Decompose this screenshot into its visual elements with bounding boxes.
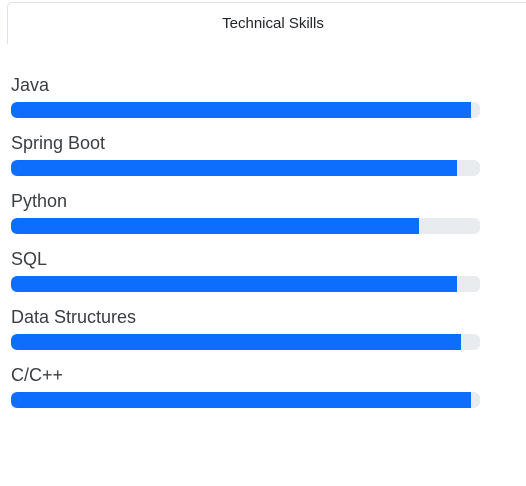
progress-fill (11, 160, 457, 176)
skill-name: Data Structures (11, 307, 137, 327)
progress-bar (11, 102, 480, 118)
progress-bar (11, 276, 480, 292)
progress-bar (11, 392, 480, 408)
skill-data-structures: Data Structures (11, 305, 480, 363)
skill-name: Spring Boot (11, 133, 106, 153)
skill-name: Java (11, 75, 50, 95)
skill-name: SQL (11, 249, 48, 269)
tab-technical-skills[interactable]: Technical Skills (7, 2, 526, 44)
progress-bar (11, 218, 480, 234)
progress-fill (11, 334, 462, 350)
progress-fill (11, 276, 457, 292)
progress-fill (11, 392, 471, 408)
progress-fill (11, 218, 420, 234)
skill-sql: SQL (11, 247, 480, 305)
tab-bar: Technical Skills (0, 0, 526, 44)
progress-bar (11, 160, 480, 176)
progress-bar (11, 334, 480, 350)
skill-python: Python (11, 189, 480, 247)
skills-list: Java Spring Boot Python SQL Data Structu (11, 73, 480, 421)
skill-spring-boot: Spring Boot (11, 131, 480, 189)
skill-c-cpp: C/C++ (11, 363, 480, 421)
progress-fill (11, 102, 471, 118)
skill-name: Python (11, 191, 68, 211)
tab-label: Technical Skills (222, 15, 324, 32)
skill-java: Java (11, 73, 480, 131)
skill-name: C/C++ (11, 365, 64, 385)
